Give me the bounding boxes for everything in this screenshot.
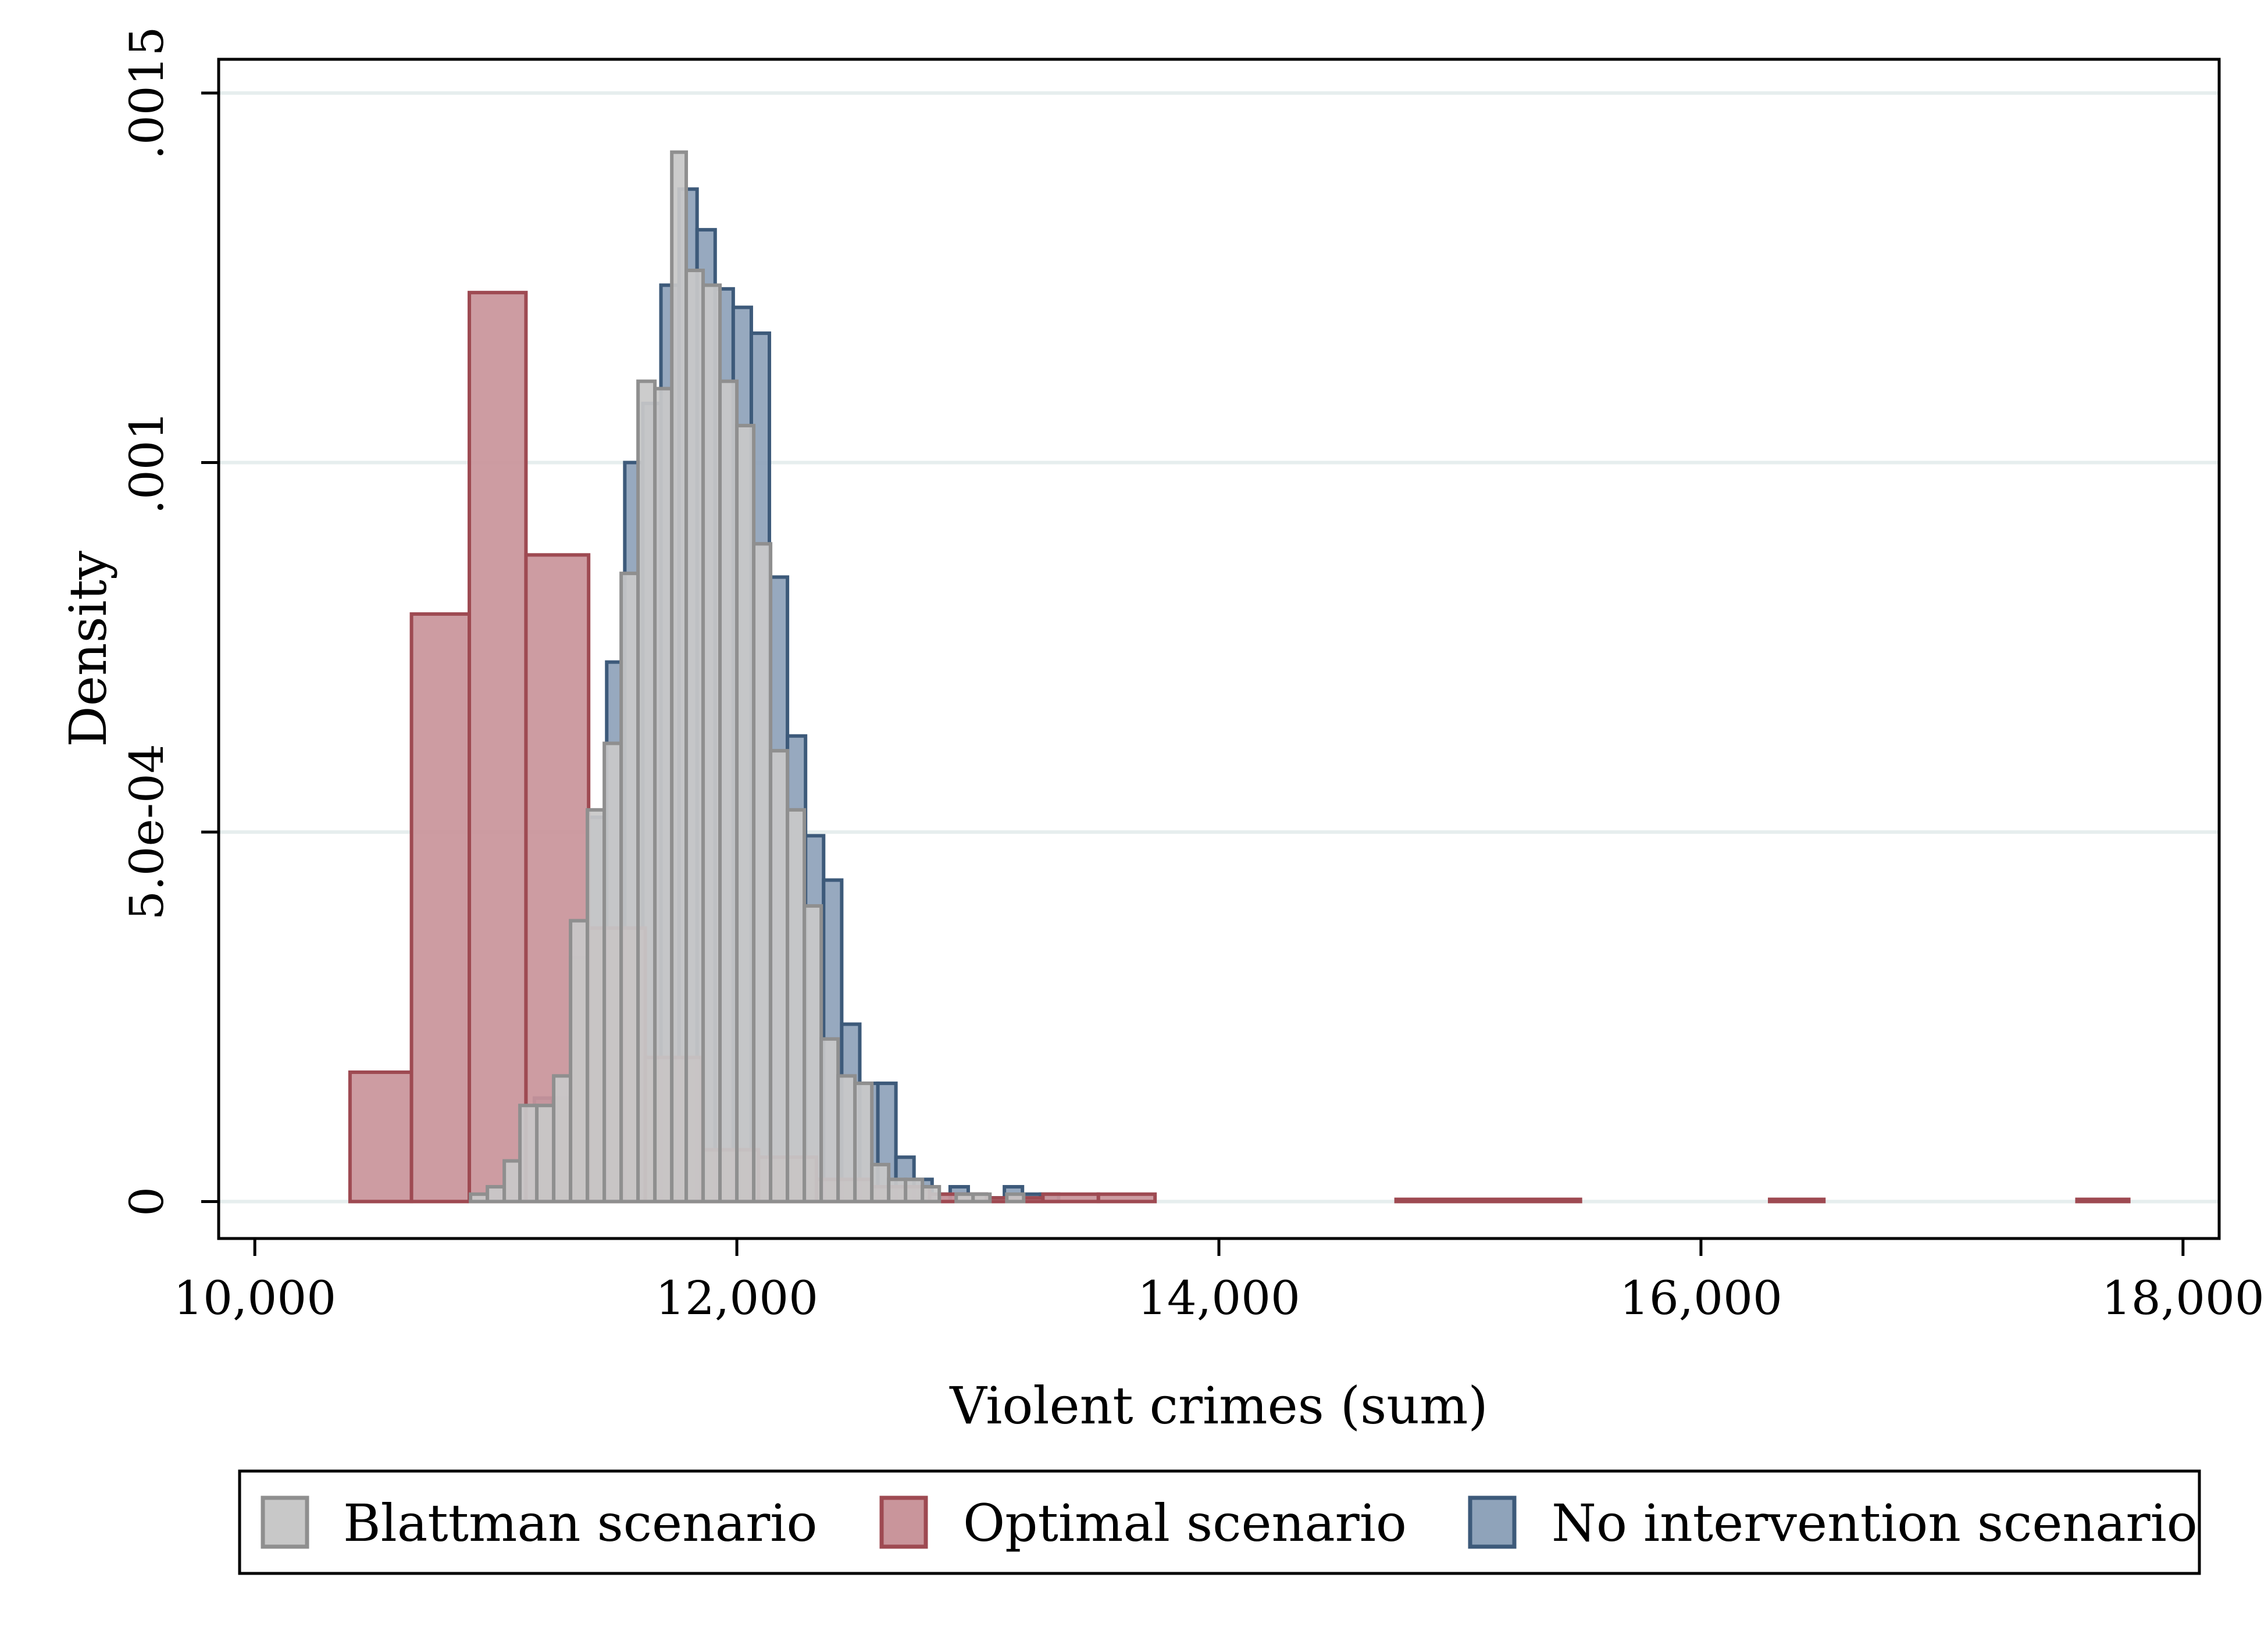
bar-blattman-scenario-7: [586, 808, 607, 1204]
bar-blattman-scenario-27: [921, 1185, 942, 1204]
bar-optimal-scenario-0: [348, 1070, 413, 1204]
histogram-bars: [348, 150, 2131, 1204]
legend-label-0: Blattman scenario: [343, 1493, 817, 1553]
bar-blattman-scenario-20: [803, 904, 823, 1204]
y-tick-label-0: 0: [120, 1187, 174, 1216]
legend-label-2: No intervention scenario: [1552, 1493, 2198, 1553]
x-axis-title: Violent crimes (sum): [949, 1376, 1488, 1436]
x-tick-label-0: 10,000: [173, 1271, 336, 1325]
bar-blattman-scenario-3: [518, 1104, 539, 1204]
bar-optimal-scenario-1: [409, 612, 472, 1204]
bar-blattman-scenario-30: [1005, 1192, 1026, 1204]
bar-blattman-scenario-4: [535, 1104, 556, 1204]
legend: Blattman scenario Optimal scenario No inte…: [238, 1469, 2201, 1575]
bar-blattman-scenario-24: [870, 1162, 891, 1204]
bar-blattman-scenario-10: [636, 379, 657, 1204]
legend-swatch-0: [261, 1495, 309, 1549]
bar-blattman-scenario-23: [853, 1082, 874, 1204]
bar-optimal-scenario-14: [1394, 1197, 1582, 1204]
bar-blattman-scenario-12: [670, 150, 689, 1204]
bar-optimal-scenario-16: [2075, 1197, 2131, 1204]
legend-swatch-1: [879, 1495, 928, 1549]
x-tick-label-2: 14,000: [1137, 1271, 1300, 1325]
bar-optimal-scenario-12: [1041, 1192, 1100, 1204]
y-tick-label-3: .0015: [120, 26, 174, 159]
bar-blattman-scenario-8: [602, 741, 623, 1204]
bar-blattman-scenario-15: [718, 379, 739, 1204]
bar-blattman-scenario-21: [819, 1037, 840, 1204]
bar-blattman-scenario-19: [786, 808, 807, 1204]
y-tick-label-1: 5.0e-04: [120, 744, 174, 920]
bar-blattman-scenario-26: [904, 1177, 925, 1204]
bar-blattman-scenario-18: [769, 749, 790, 1204]
bar-blattman-scenario-9: [619, 572, 640, 1204]
bar-optimal-scenario-2: [468, 291, 528, 1204]
x-tick-label-1: 12,000: [655, 1271, 818, 1325]
bar-blattman-scenario-17: [752, 542, 773, 1204]
legend-swatch-2: [1468, 1495, 1517, 1549]
bar-blattman-scenario-25: [887, 1177, 908, 1204]
bar-blattman-scenario-2: [502, 1159, 522, 1204]
bar-blattman-scenario-14: [701, 283, 722, 1204]
bar-blattman-scenario-1: [486, 1185, 507, 1204]
bar-blattman-scenario-13: [684, 269, 705, 1204]
x-tick-label-4: 18,000: [2102, 1271, 2265, 1325]
y-axis-title: Density: [58, 551, 118, 747]
legend-box: [238, 1469, 2201, 1575]
x-tick-label-3: 16,000: [1620, 1271, 1782, 1325]
bar-blattman-scenario-11: [653, 387, 674, 1204]
bar-optimal-scenario-13: [1096, 1192, 1157, 1204]
bar-blattman-scenario-29: [971, 1192, 992, 1204]
bar-blattman-scenario-6: [569, 919, 590, 1204]
y-tick-label-2: .001: [120, 411, 174, 514]
bar-blattman-scenario-28: [954, 1192, 975, 1204]
bar-blattman-scenario-5: [552, 1074, 573, 1204]
bar-blattman-scenario-0: [469, 1192, 490, 1204]
legend-label-1: Optimal scenario: [963, 1493, 1407, 1553]
bar-blattman-scenario-22: [836, 1074, 857, 1204]
bar-optimal-scenario-15: [1768, 1197, 1826, 1204]
axes: 10,000 12,000 14,000 16,000 18,000 0 5.0e-04 .0…: [120, 26, 2265, 1325]
bar-blattman-scenario-16: [735, 423, 756, 1204]
